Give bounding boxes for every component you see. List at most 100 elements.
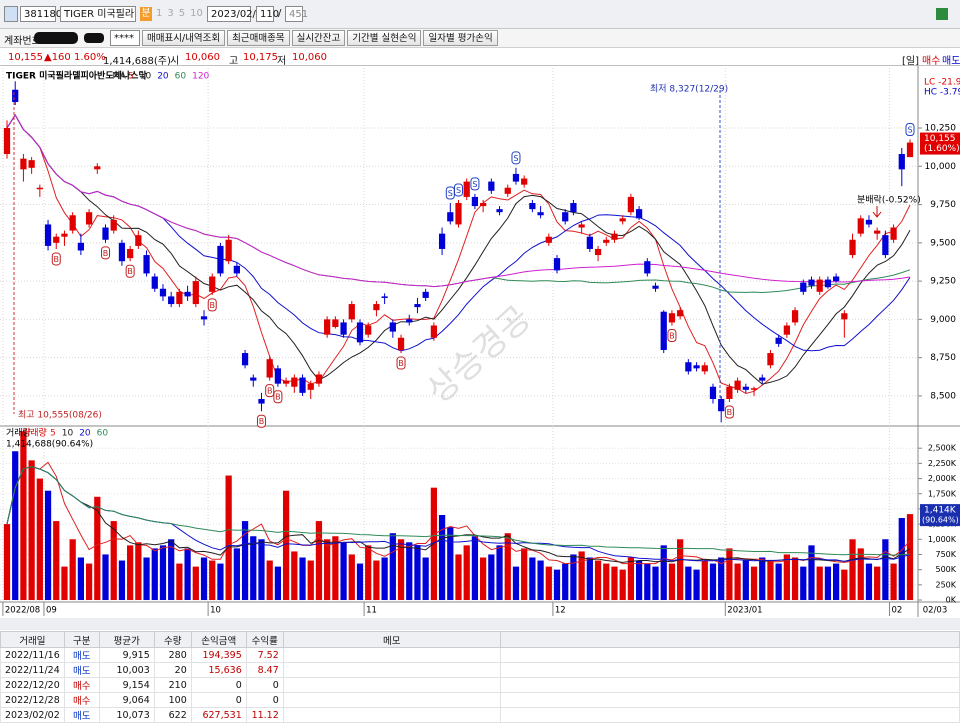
table-filler: [499, 707, 960, 723]
candle-body: [44, 224, 52, 246]
table-cell: 매수: [63, 692, 100, 708]
trade-marker-label: B: [127, 267, 133, 276]
view-button[interactable]: [일]: [902, 56, 920, 67]
volume-bar: [652, 566, 659, 600]
volume-tag-label: 1,414K: [924, 506, 957, 516]
code-input[interactable]: 381180: [20, 6, 62, 22]
table-row: 2022/11/16 매도 9,915 280 194,395 7.52: [0, 647, 960, 663]
volume-bar: [365, 545, 372, 600]
candle-body: [266, 359, 273, 378]
volume-bar: [233, 548, 240, 600]
volume-bar: [742, 560, 749, 600]
trade-marker-label: B: [727, 408, 733, 417]
candle-body: [570, 203, 577, 213]
ma-legend-item: 60: [175, 72, 187, 82]
volume-bar: [529, 557, 536, 600]
y-tick-label: 500K: [935, 565, 956, 574]
table-filler: [499, 662, 960, 678]
low-note: 최저 8,327(12/29): [650, 84, 728, 95]
candle-body: [808, 279, 815, 286]
period-button[interactable]: 10: [190, 8, 203, 19]
trade-marker-label: B: [103, 249, 109, 258]
period-button[interactable]: 5: [178, 8, 186, 19]
lc-note: LC -21.95%: [924, 78, 960, 88]
candle-body: [36, 187, 43, 190]
trade-marker: [101, 246, 111, 260]
candle-body: [767, 353, 774, 366]
sell-button[interactable]: 매도: [942, 56, 960, 67]
candle-body: [291, 377, 298, 387]
candle-body: [504, 187, 511, 194]
price-tag: [920, 132, 960, 155]
volume-bar: [504, 533, 511, 600]
candle-body: [135, 235, 142, 246]
volume-bar: [36, 478, 43, 600]
ma-legend-item: 5: [128, 72, 134, 82]
volume-bar: [800, 566, 807, 600]
account-button[interactable]: 실시간잔고: [291, 30, 346, 46]
volume-bar: [3, 524, 11, 600]
scrollbar[interactable]: [0, 618, 960, 630]
volume-legend-label: 거래량: [22, 427, 47, 439]
menu-icon[interactable]: [4, 6, 18, 22]
candle-body: [800, 282, 807, 292]
volume-bar: [184, 548, 191, 600]
period-button[interactable]: 3: [167, 8, 174, 19]
buy-button[interactable]: 매수: [922, 56, 941, 67]
candle-body: [168, 296, 175, 305]
candle-body: [85, 212, 93, 225]
trade-marker-label: S: [513, 154, 518, 163]
candle-body: [53, 236, 60, 243]
volume-bar: [168, 539, 175, 600]
candle-body: [192, 281, 199, 305]
candle-body: [233, 265, 240, 274]
account-button[interactable]: 기간별 실현손익: [347, 30, 422, 46]
table-cell: [282, 707, 501, 723]
candle-body: [824, 279, 832, 288]
excel-icon[interactable]: [936, 8, 948, 20]
count-input[interactable]: 110: [256, 6, 279, 22]
candle-body: [865, 219, 873, 225]
period-button[interactable]: 1: [156, 8, 163, 19]
volume-bar: [553, 569, 561, 600]
y-tick-label: 9,000: [930, 315, 956, 325]
volume-bar: [545, 566, 552, 600]
table-cell: 194,395: [190, 647, 247, 663]
volume-bar: [906, 514, 914, 600]
account-button[interactable]: 최근매매종목: [227, 30, 290, 46]
table-header: 손익금액: [190, 631, 247, 648]
volume-title: 거래량: [6, 427, 31, 439]
volume-bar: [12, 451, 19, 600]
account-button[interactable]: 일자별 평가손익: [423, 30, 498, 46]
volume-readout: 1,414,688(90.64%): [6, 440, 93, 450]
x-tick-label: 2022/08: [5, 606, 40, 616]
account-button[interactable]: 매매표시/내역조회: [142, 30, 226, 46]
candle-body: [562, 212, 569, 222]
candle-body: [898, 154, 905, 170]
trade-marker-label: S: [472, 180, 477, 189]
table-cell: 8.47: [245, 662, 284, 678]
candle-body: [644, 261, 651, 274]
candle-body: [406, 319, 413, 323]
date-input[interactable]: 2023/02/03: [207, 6, 269, 22]
candle-body: [791, 310, 799, 323]
volume-bar: [373, 560, 380, 600]
volume-bar: [841, 569, 848, 600]
volume-bar: [348, 554, 355, 600]
x-tick-label: 11: [366, 606, 377, 616]
high-label: 고: [229, 56, 239, 67]
open: 10,060: [185, 52, 220, 63]
candle-body: [668, 313, 676, 323]
volume-bar: [143, 557, 150, 600]
candle-body: [611, 233, 618, 240]
dividend-note: 분배락(-0.52%): [857, 194, 921, 206]
password-input[interactable]: ****: [110, 30, 140, 46]
ma-line: [6, 114, 911, 395]
volume-bar: [586, 557, 593, 600]
name-input[interactable]: TIGER 미국필라델피: [60, 6, 136, 22]
ma-legend-label: MA: [112, 72, 127, 82]
candle-body: [20, 158, 27, 170]
candle-body: [693, 365, 700, 369]
period-unit[interactable]: 분: [140, 7, 152, 21]
